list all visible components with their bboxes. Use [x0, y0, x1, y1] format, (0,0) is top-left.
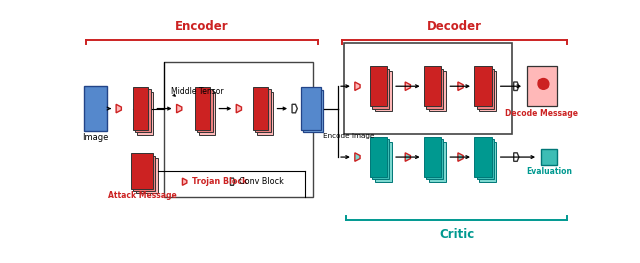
Bar: [344, 43, 513, 134]
Bar: [372, 69, 389, 109]
Bar: [372, 139, 389, 179]
Bar: [253, 87, 268, 130]
Bar: [136, 158, 157, 193]
Bar: [301, 87, 321, 130]
Bar: [135, 89, 150, 133]
Polygon shape: [292, 104, 298, 113]
Bar: [131, 153, 153, 189]
Bar: [527, 66, 557, 106]
Bar: [138, 92, 153, 135]
Bar: [424, 137, 441, 177]
Polygon shape: [355, 82, 360, 90]
Polygon shape: [230, 178, 235, 185]
Circle shape: [545, 85, 548, 88]
Polygon shape: [514, 153, 519, 161]
Bar: [134, 155, 155, 191]
Text: Evaluation: Evaluation: [526, 167, 572, 176]
Circle shape: [142, 163, 145, 166]
Circle shape: [138, 164, 142, 168]
Circle shape: [542, 79, 545, 82]
Bar: [429, 142, 446, 182]
Text: Critic: Critic: [439, 228, 474, 241]
Bar: [477, 139, 494, 179]
Bar: [199, 92, 215, 135]
Circle shape: [145, 169, 148, 173]
Polygon shape: [405, 82, 410, 90]
Text: Encoder: Encoder: [175, 20, 229, 33]
Text: Middle Tensor: Middle Tensor: [172, 87, 224, 96]
Polygon shape: [236, 104, 241, 113]
Bar: [374, 142, 392, 182]
Circle shape: [540, 86, 542, 88]
Bar: [374, 71, 392, 111]
Polygon shape: [405, 153, 410, 161]
Bar: [370, 137, 387, 177]
Bar: [479, 142, 496, 182]
Polygon shape: [177, 104, 182, 113]
Polygon shape: [355, 153, 360, 161]
Bar: [197, 89, 212, 133]
Bar: [195, 87, 210, 130]
Polygon shape: [458, 82, 463, 90]
Bar: [541, 149, 557, 165]
Bar: [84, 86, 107, 131]
Bar: [303, 90, 323, 132]
Bar: [474, 137, 492, 177]
Text: Conv Block: Conv Block: [239, 177, 284, 186]
Bar: [479, 71, 496, 111]
Bar: [474, 66, 492, 106]
Polygon shape: [514, 82, 519, 90]
Bar: [370, 66, 387, 106]
Bar: [257, 92, 273, 135]
Polygon shape: [182, 178, 187, 185]
Circle shape: [140, 170, 142, 173]
Polygon shape: [116, 104, 122, 113]
Bar: [429, 71, 446, 111]
Bar: [164, 62, 312, 197]
Text: Image: Image: [83, 133, 109, 142]
Bar: [132, 87, 148, 130]
Bar: [255, 89, 271, 133]
Text: Attack Message: Attack Message: [108, 191, 177, 200]
Text: Decoder: Decoder: [428, 20, 482, 33]
Text: Decode Message: Decode Message: [506, 109, 579, 118]
Bar: [424, 66, 441, 106]
Circle shape: [538, 79, 549, 89]
Circle shape: [538, 80, 542, 84]
Bar: [426, 139, 444, 179]
Text: Encode Image: Encode Image: [323, 133, 375, 139]
Polygon shape: [458, 153, 463, 161]
Bar: [477, 69, 494, 109]
Text: Trojan Block: Trojan Block: [191, 177, 247, 186]
Circle shape: [138, 163, 149, 174]
Bar: [426, 69, 444, 109]
